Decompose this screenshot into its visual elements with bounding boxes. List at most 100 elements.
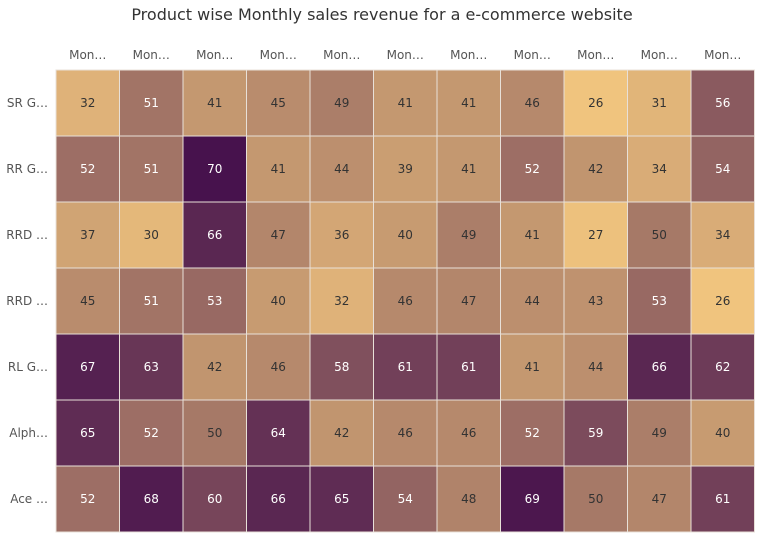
cell-value-label: 52 xyxy=(525,426,540,440)
cell-value-label: 47 xyxy=(461,294,476,308)
cell-value-label: 52 xyxy=(144,426,159,440)
heatmap-cell[interactable] xyxy=(373,201,438,269)
heatmap-cell[interactable] xyxy=(690,399,755,467)
heatmap-cell[interactable] xyxy=(182,465,247,533)
heatmap-cell[interactable] xyxy=(246,465,311,533)
heatmap-cell[interactable] xyxy=(309,267,374,335)
heatmap-cell[interactable] xyxy=(55,465,120,533)
heatmap-cell[interactable] xyxy=(563,465,628,533)
cell-value-label: 44 xyxy=(525,294,540,308)
heatmap-cell[interactable] xyxy=(627,69,692,137)
heatmap-cell[interactable] xyxy=(627,465,692,533)
chart-title: Product wise Monthly sales revenue for a… xyxy=(131,5,632,24)
heatmap-cell[interactable] xyxy=(309,201,374,269)
heatmap-cell[interactable] xyxy=(55,201,120,269)
cell-value-label: 46 xyxy=(525,96,540,110)
heatmap-cell[interactable] xyxy=(436,333,501,401)
cell-value-label: 30 xyxy=(144,228,159,242)
heatmap-cell[interactable] xyxy=(690,135,755,203)
heatmap-cell[interactable] xyxy=(690,201,755,269)
heatmap-cell[interactable] xyxy=(55,399,120,467)
cell-value-label: 66 xyxy=(207,228,222,242)
heatmap-cell[interactable] xyxy=(55,135,120,203)
heatmap-cell[interactable] xyxy=(436,267,501,335)
cell-value-label: 52 xyxy=(525,162,540,176)
heatmap-cell[interactable] xyxy=(627,135,692,203)
cell-value-label: 41 xyxy=(525,360,540,374)
heatmap-cell[interactable] xyxy=(500,465,565,533)
cell-value-label: 42 xyxy=(588,162,603,176)
cell-value-label: 40 xyxy=(271,294,286,308)
heatmap-cell[interactable] xyxy=(436,135,501,203)
x-tick-label: Mon… xyxy=(69,48,106,62)
cell-value-label: 26 xyxy=(715,294,730,308)
heatmap-cell[interactable] xyxy=(373,267,438,335)
heatmap-cell[interactable] xyxy=(182,201,247,269)
cell-value-label: 47 xyxy=(652,492,667,506)
heatmap-cell[interactable] xyxy=(563,135,628,203)
heatmap-cell[interactable] xyxy=(119,333,184,401)
heatmap-cell[interactable] xyxy=(246,333,311,401)
cell-value-label: 45 xyxy=(271,96,286,110)
heatmap-cell[interactable] xyxy=(690,333,755,401)
heatmap-cell[interactable] xyxy=(627,267,692,335)
heatmap-cell[interactable] xyxy=(182,69,247,137)
heatmap-cell[interactable] xyxy=(690,465,755,533)
heatmap-cell[interactable] xyxy=(55,69,120,137)
heatmap-cells: 32 51 41 45 49 41 41 46 26 31 56 52 51 70 41 44 39 41 52 42… xyxy=(55,69,755,533)
heatmap-cell[interactable] xyxy=(119,69,184,137)
heatmap-cell[interactable] xyxy=(182,135,247,203)
cell-value-label: 46 xyxy=(398,426,413,440)
heatmap-cell[interactable] xyxy=(373,465,438,533)
cell-value-label: 61 xyxy=(398,360,413,374)
heatmap-cell[interactable] xyxy=(182,333,247,401)
cell-value-label: 50 xyxy=(588,492,603,506)
cell-value-label: 36 xyxy=(334,228,349,242)
cell-value-label: 53 xyxy=(207,294,222,308)
cell-value-label: 49 xyxy=(461,228,476,242)
cell-value-label: 46 xyxy=(271,360,286,374)
heatmap-cell[interactable] xyxy=(309,333,374,401)
heatmap-cell[interactable] xyxy=(373,399,438,467)
x-tick-label: Mon… xyxy=(133,48,170,62)
heatmap-cell[interactable] xyxy=(563,201,628,269)
heatmap-cell[interactable] xyxy=(436,465,501,533)
heatmap-cell[interactable] xyxy=(500,69,565,137)
cell-value-label: 63 xyxy=(144,360,159,374)
heatmap-cell[interactable] xyxy=(373,333,438,401)
heatmap-cell[interactable] xyxy=(563,333,628,401)
cell-value-label: 66 xyxy=(652,360,667,374)
heatmap-cell[interactable] xyxy=(246,267,311,335)
x-tick-label: Mon… xyxy=(641,48,678,62)
cell-value-label: 41 xyxy=(207,96,222,110)
heatmap-cell[interactable] xyxy=(246,399,311,467)
y-axis-labels: SR G… RR G… RRD … RRD … RL G… Alph… Ace … xyxy=(6,96,48,506)
y-tick-label: RRD … xyxy=(6,228,48,242)
cell-value-label: 44 xyxy=(334,162,349,176)
heatmap-cell[interactable] xyxy=(373,135,438,203)
heatmap-cell[interactable] xyxy=(119,465,184,533)
heatmap-cell[interactable] xyxy=(500,135,565,203)
heatmap-cell[interactable] xyxy=(690,267,755,335)
cell-value-label: 61 xyxy=(715,492,730,506)
heatmap-cell[interactable] xyxy=(627,333,692,401)
cell-value-label: 47 xyxy=(271,228,286,242)
heatmap-cell[interactable] xyxy=(182,267,247,335)
cell-value-label: 65 xyxy=(80,426,95,440)
heatmap-cell[interactable] xyxy=(436,201,501,269)
heatmap-cell[interactable] xyxy=(373,69,438,137)
heatmap-cell[interactable] xyxy=(563,399,628,467)
cell-value-label: 41 xyxy=(525,228,540,242)
cell-value-label: 32 xyxy=(80,96,95,110)
heatmap-cell[interactable] xyxy=(55,333,120,401)
x-tick-label: Mon… xyxy=(323,48,360,62)
cell-value-label: 41 xyxy=(461,96,476,110)
heatmap-cell[interactable] xyxy=(690,69,755,137)
cell-value-label: 41 xyxy=(271,162,286,176)
cell-value-label: 34 xyxy=(715,228,730,242)
heatmap-cell[interactable] xyxy=(563,267,628,335)
heatmap-cell[interactable] xyxy=(309,135,374,203)
cell-value-label: 52 xyxy=(80,162,95,176)
x-tick-label: Mon… xyxy=(577,48,614,62)
heatmap-cell[interactable] xyxy=(246,69,311,137)
